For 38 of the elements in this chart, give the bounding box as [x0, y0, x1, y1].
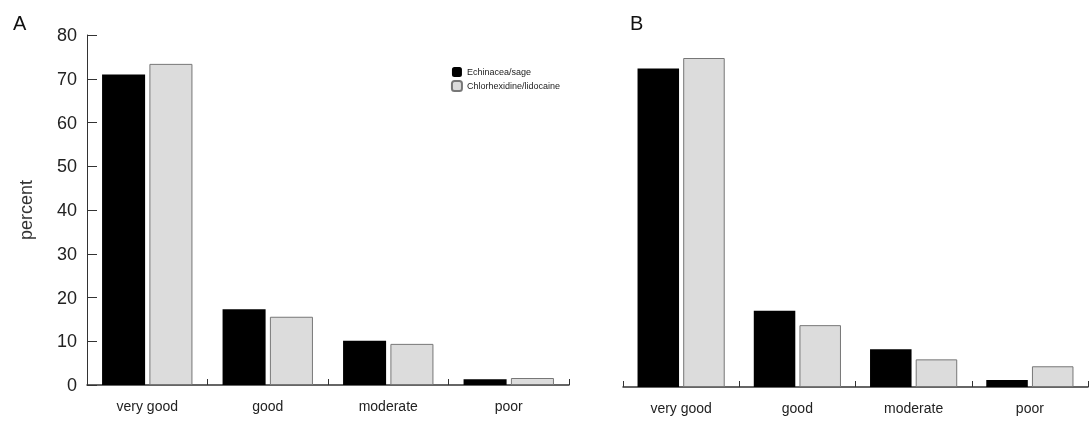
legend-label: Chlorhexidine/lidocaine [466, 81, 560, 91]
bar [343, 340, 387, 385]
bar [390, 343, 434, 385]
x-tick-label: good [781, 400, 813, 416]
bar [463, 379, 507, 385]
x-tick-label: very good [116, 398, 178, 414]
bar [637, 68, 680, 387]
bar [102, 74, 146, 385]
x-tick-label: moderate [884, 400, 944, 416]
x-tick-label: good [252, 398, 284, 414]
bar [753, 310, 796, 387]
bar [1031, 366, 1074, 387]
bar [222, 309, 266, 385]
bar [915, 359, 958, 387]
x-tick-label: poor [494, 398, 524, 414]
bar [269, 316, 313, 385]
y-tick-label: 50 [56, 156, 77, 177]
bar [510, 378, 554, 385]
y-axis-title: percent [16, 179, 36, 241]
y-tick-label: 10 [56, 331, 77, 352]
y-tick-label: 60 [56, 112, 77, 133]
bar [799, 325, 841, 387]
bar [986, 380, 1028, 387]
bar [149, 63, 193, 385]
x-tick-label: moderate [358, 398, 419, 414]
legend-label: Echinacea/sage [466, 67, 531, 77]
y-tick-label: 40 [56, 200, 77, 220]
chart-title: B [630, 12, 644, 34]
x-tick-label: very good [650, 400, 712, 416]
y-tick-label: 0 [66, 375, 77, 395]
bar [870, 349, 912, 387]
bar [683, 58, 725, 387]
chart-title: A [13, 12, 27, 34]
y-tick-label: 20 [56, 287, 77, 308]
y-tick-label: 30 [56, 243, 77, 264]
y-tick-label: 70 [56, 68, 77, 89]
x-tick-label: poor [1015, 400, 1045, 416]
y-tick-label: 80 [56, 25, 77, 45]
